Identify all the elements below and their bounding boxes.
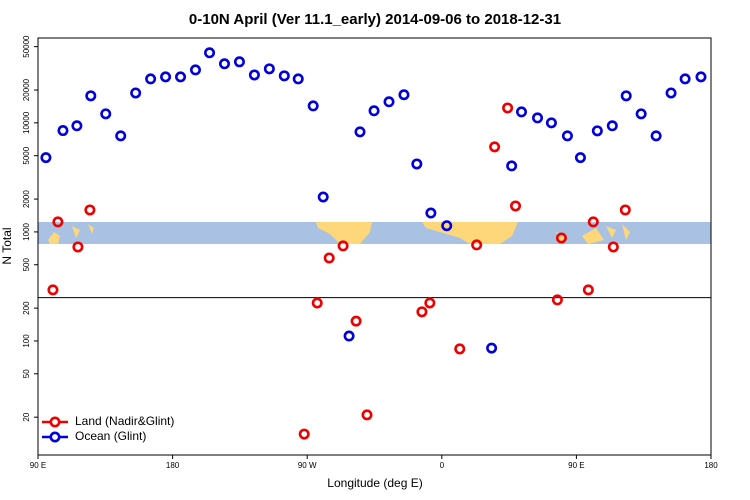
y-tick-label: 500 [22, 258, 31, 272]
point [424, 297, 436, 309]
y-tick-label: 20 [22, 412, 31, 421]
point [115, 130, 127, 142]
point [606, 120, 618, 132]
point [532, 112, 544, 124]
point [516, 106, 528, 118]
y-tick-label: 5000 [22, 146, 31, 164]
x-tick-label: 90 E [568, 461, 584, 470]
point [84, 204, 96, 216]
point [510, 200, 522, 212]
point [695, 71, 707, 83]
point [263, 63, 275, 75]
chart-title: 0-10N April (Ver 11.1_early) 2014-09-06 … [189, 11, 561, 28]
point [650, 130, 662, 142]
point [574, 152, 586, 164]
x-tick-label: 90 W [298, 461, 317, 470]
point [130, 87, 142, 99]
point [204, 47, 216, 59]
land-shape [316, 222, 372, 244]
point [343, 330, 355, 342]
point [679, 73, 691, 85]
point [189, 64, 201, 76]
y-tick-label: 10000 [22, 111, 31, 134]
point [619, 204, 631, 216]
point [591, 125, 603, 137]
land-shape [48, 224, 94, 244]
point [489, 141, 501, 153]
legend-label: Land (Nadir&Glint) [75, 414, 174, 428]
point [454, 343, 466, 355]
point [398, 89, 410, 101]
point [233, 56, 245, 68]
point [635, 108, 647, 120]
point [40, 152, 52, 164]
y-tick-label: 2000 [22, 190, 31, 208]
point [175, 71, 187, 83]
x-tick-label: 90 E [30, 461, 46, 470]
point [248, 69, 260, 81]
y-tick-label: 50000 [22, 35, 31, 58]
y-tick-label: 1000 [22, 222, 31, 240]
y-tick-label: 200 [22, 301, 31, 315]
point [354, 126, 366, 138]
point [47, 284, 59, 296]
point [100, 108, 112, 120]
y-tick-label: 20000 [22, 78, 31, 101]
point [411, 158, 423, 170]
y-axis-label: N Total [0, 227, 14, 264]
point [665, 87, 677, 99]
point [317, 191, 329, 203]
point [311, 297, 323, 309]
y-tick-label: 100 [22, 334, 31, 348]
point [85, 90, 97, 102]
point [551, 294, 563, 306]
y-tick-label: 50 [22, 369, 31, 378]
ocean-band [38, 222, 711, 244]
land-shape [422, 222, 518, 244]
plot-frame [37, 37, 712, 456]
point [350, 315, 362, 327]
map-band [38, 222, 711, 244]
point [587, 216, 599, 228]
point [582, 284, 594, 296]
point [368, 105, 380, 117]
point [72, 241, 84, 253]
x-tick-label: 180 [704, 461, 718, 470]
x-axis-label: Longitude (deg E) [327, 476, 422, 490]
point [323, 252, 335, 264]
point [71, 120, 83, 132]
legend-marker [49, 416, 61, 428]
point [337, 240, 349, 252]
point [555, 232, 567, 244]
land-shape [556, 224, 630, 244]
point [218, 58, 230, 70]
point [607, 241, 619, 253]
point [416, 306, 428, 318]
point [145, 73, 157, 85]
point [441, 220, 453, 232]
point [383, 96, 395, 108]
point [361, 409, 373, 421]
point [52, 216, 64, 228]
legend-label: Ocean (Glint) [75, 429, 146, 443]
point [502, 102, 514, 114]
point [298, 428, 310, 440]
point [545, 117, 557, 129]
x-tick-label: 180 [166, 461, 180, 470]
point [160, 71, 172, 83]
point [486, 342, 498, 354]
x-tick-label: 0 [440, 461, 445, 470]
point [471, 239, 483, 251]
point [561, 130, 573, 142]
point [506, 160, 518, 172]
point [307, 100, 319, 112]
point [425, 207, 437, 219]
point [620, 90, 632, 102]
point [292, 73, 304, 85]
point [278, 70, 290, 82]
point [57, 125, 69, 137]
legend-marker [49, 431, 61, 443]
